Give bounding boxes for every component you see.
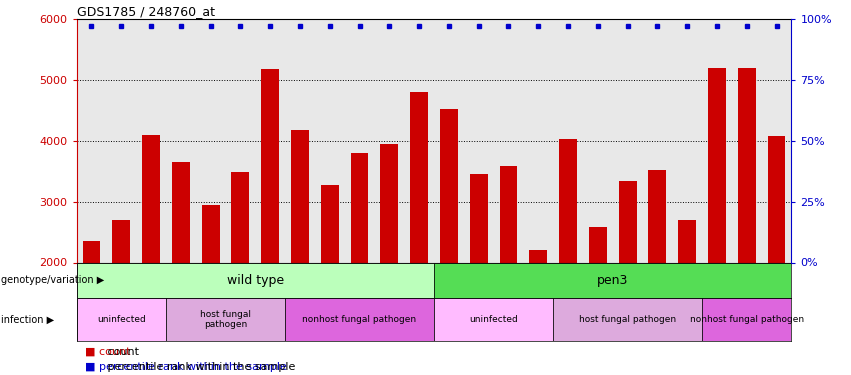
- Text: percentile rank within the sample: percentile rank within the sample: [104, 362, 295, 372]
- Bar: [291, 130, 309, 262]
- Bar: [708, 68, 726, 262]
- Bar: [738, 68, 756, 262]
- Bar: [77, 262, 434, 298]
- Text: uninfected: uninfected: [97, 315, 146, 324]
- Text: pen3: pen3: [597, 274, 628, 287]
- Bar: [142, 135, 160, 262]
- Text: wild type: wild type: [226, 274, 284, 287]
- Bar: [166, 298, 285, 341]
- Bar: [231, 172, 249, 262]
- Text: nonhost fungal pathogen: nonhost fungal pathogen: [689, 315, 804, 324]
- Bar: [589, 227, 607, 262]
- Bar: [434, 262, 791, 298]
- Bar: [553, 298, 702, 341]
- Bar: [678, 220, 696, 262]
- Text: ■ count: ■ count: [85, 347, 130, 357]
- Bar: [440, 109, 458, 262]
- Bar: [261, 69, 279, 262]
- Bar: [410, 92, 428, 262]
- Text: host fungal pathogen: host fungal pathogen: [579, 315, 677, 324]
- Text: genotype/variation ▶: genotype/variation ▶: [1, 275, 104, 285]
- Text: uninfected: uninfected: [469, 315, 518, 324]
- Text: GDS1785 / 248760_at: GDS1785 / 248760_at: [77, 4, 214, 18]
- Bar: [434, 298, 553, 341]
- Bar: [559, 140, 577, 262]
- Bar: [529, 251, 547, 262]
- Bar: [351, 153, 368, 262]
- Bar: [172, 162, 190, 262]
- Bar: [648, 170, 666, 262]
- Bar: [768, 136, 785, 262]
- Bar: [702, 298, 791, 341]
- Bar: [202, 205, 220, 262]
- Text: host fungal
pathogen: host fungal pathogen: [200, 310, 251, 329]
- Bar: [112, 220, 130, 262]
- Bar: [619, 181, 637, 262]
- Text: infection ▶: infection ▶: [1, 315, 54, 325]
- Bar: [470, 174, 488, 262]
- Bar: [77, 298, 166, 341]
- Bar: [83, 241, 100, 262]
- Bar: [380, 144, 398, 262]
- Text: count: count: [104, 347, 139, 357]
- Bar: [321, 184, 339, 262]
- Text: nonhost fungal pathogen: nonhost fungal pathogen: [302, 315, 417, 324]
- Bar: [500, 166, 517, 262]
- Text: ■ percentile rank within the sample: ■ percentile rank within the sample: [85, 362, 287, 372]
- Bar: [285, 298, 434, 341]
